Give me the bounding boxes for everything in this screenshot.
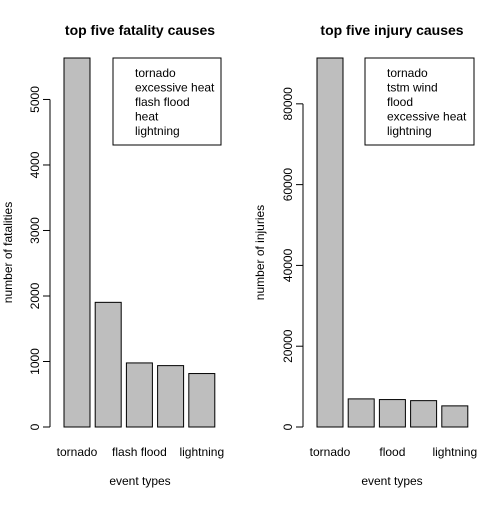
legend-entry: tornado (135, 66, 176, 80)
y-tick-label: 0 (281, 423, 295, 430)
bar-lightning (441, 405, 469, 428)
bar-flood (378, 399, 406, 428)
y-tick-label: 4000 (28, 151, 42, 178)
x-tick-label: flood (379, 445, 405, 459)
x-tick-label: flash flood (112, 445, 167, 459)
x-tick-label: lightning (179, 445, 224, 459)
bar-heat (157, 365, 185, 428)
legend-entry: lightning (387, 124, 432, 138)
y-tick-label: 20000 (281, 329, 295, 363)
y-tick-label: 3000 (28, 217, 42, 244)
y-tick-label: 2000 (28, 282, 42, 309)
y-tick-label: 5000 (28, 86, 42, 113)
bar-tstm-wind (347, 398, 375, 428)
legend-entry: tornado (387, 66, 428, 80)
y-axis-label: number of fatalities (1, 202, 15, 303)
bar-flash-flood (125, 362, 153, 428)
y-tick-label: 80000 (281, 87, 295, 121)
x-axis-label: event types (109, 474, 170, 488)
legend-entry: flood (387, 95, 413, 109)
legend-entry: heat (135, 110, 159, 124)
x-tick-label: lightning (432, 445, 477, 459)
legend-entry: tstm wind (387, 81, 438, 95)
y-tick-label: 40000 (281, 248, 295, 282)
bar-lightning (188, 373, 216, 428)
bar-excessive-heat (94, 301, 122, 428)
legend-box (364, 57, 475, 146)
legend-entry: excessive heat (387, 110, 467, 124)
chart-title: top five injury causes (320, 22, 463, 38)
x-tick-label: tornado (57, 445, 98, 459)
legend-entry: lightning (135, 124, 180, 138)
y-tick-label: 1000 (28, 348, 42, 375)
y-tick-label: 60000 (281, 168, 295, 202)
legend-entry: excessive heat (135, 81, 215, 95)
x-tick-label: tornado (310, 445, 351, 459)
bar-excessive-heat (410, 400, 438, 428)
bar-tornado (63, 57, 91, 428)
y-tick-label: 0 (28, 423, 42, 430)
chart-title: top five fatality causes (65, 22, 215, 38)
legend-entry: flash flood (135, 95, 190, 109)
legend-box (112, 57, 222, 146)
bar-tornado (316, 57, 344, 428)
x-axis-label: event types (361, 474, 422, 488)
y-axis-label: number of injuries (253, 205, 267, 300)
